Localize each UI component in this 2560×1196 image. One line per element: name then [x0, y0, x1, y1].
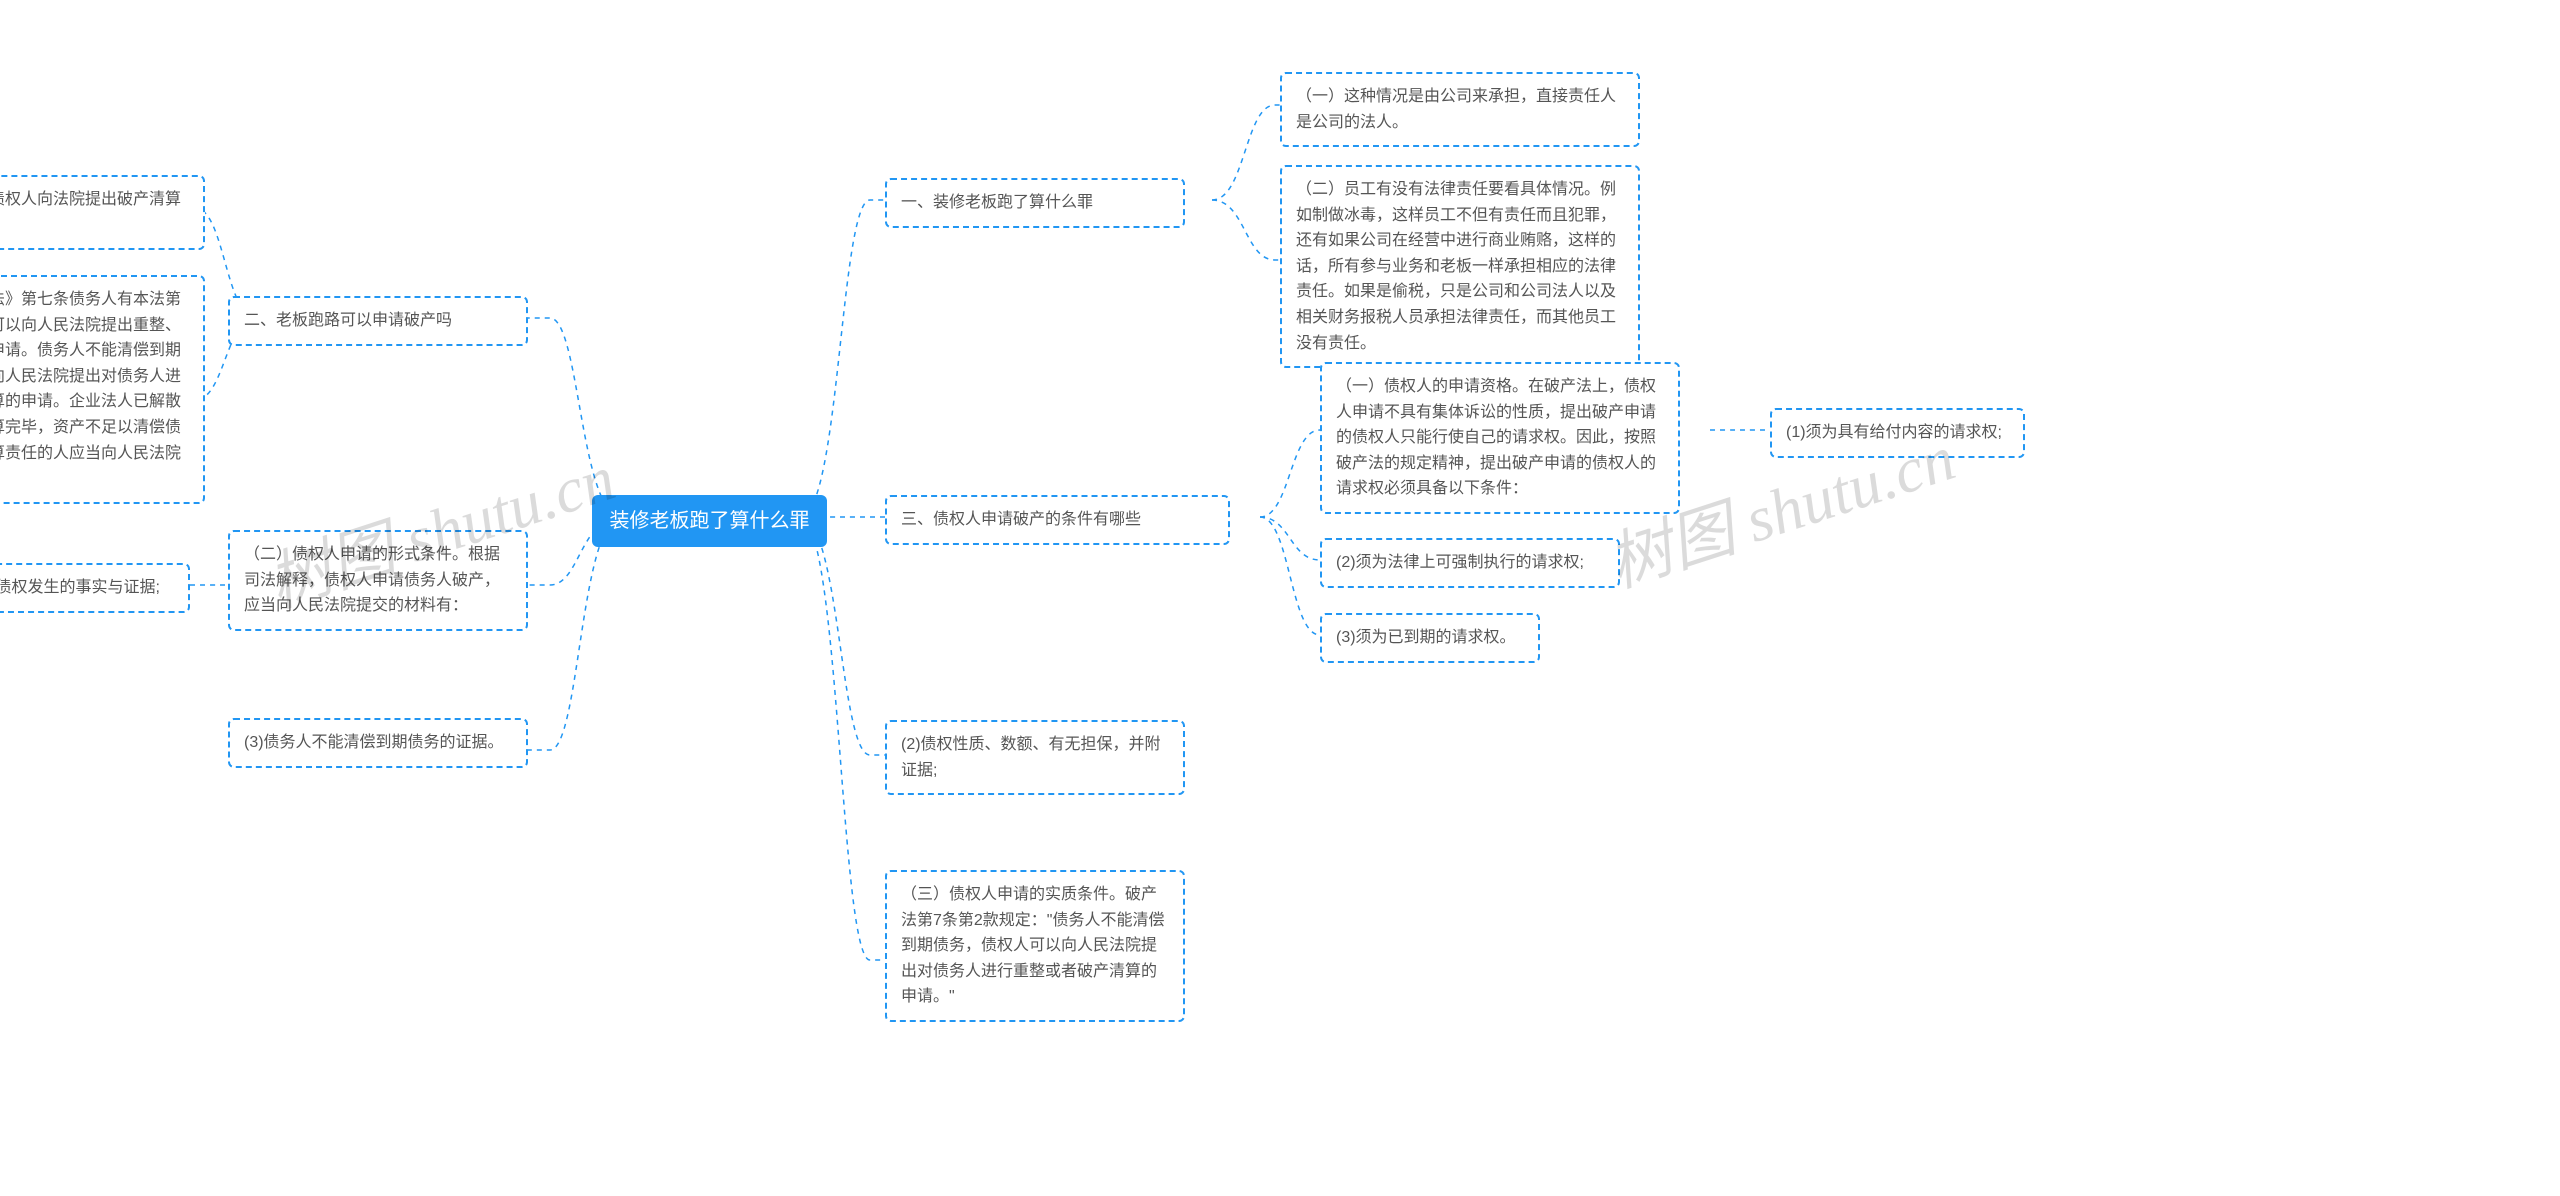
node-section-3: 三、债权人申请破产的条件有哪些 [885, 495, 1230, 545]
node-3-3: (3)须为已到期的请求权。 [1320, 613, 1540, 663]
node-section-1-label: 一、装修老板跑了算什么罪 [901, 194, 1093, 211]
node-1-1-label: （一）这种情况是由公司来承担，直接责任人是公司的法人。 [1296, 88, 1616, 131]
node-right-extra-2: (2)债权性质、数额、有无担保，并附证据; [885, 720, 1185, 795]
node-section-1: 一、装修老板跑了算什么罪 [885, 178, 1185, 228]
node-left-2-label: （二）债权人申请的形式条件。根据司法解释，债权人申请债务人破产，应当向人民法院提… [244, 546, 500, 614]
node-right-extra-2-label: (2)债权性质、数额、有无担保，并附证据; [901, 736, 1161, 779]
node-right-extra-3-label: （三）债权人申请的实质条件。破产法第7条第2款规定："债务人不能清偿到期债务，债… [901, 886, 1164, 1005]
node-section-3-label: 三、债权人申请破产的条件有哪些 [901, 511, 1141, 528]
node-3-3-label: (3)须为已到期的请求权。 [1336, 629, 1516, 646]
node-right-extra-3: （三）债权人申请的实质条件。破产法第7条第2款规定："债务人不能清偿到期债务，债… [885, 870, 1185, 1022]
node-1-2: （二）员工有没有法律责任要看具体情况。例如制做冰毒，这样员工不但有责任而且犯罪，… [1280, 165, 1640, 368]
root-node: 装修老板跑了算什么罪 [592, 495, 827, 547]
node-3-2: (2)须为法律上可强制执行的请求权; [1320, 538, 1620, 588]
node-left-3-label: (3)债务人不能清偿到期债务的证据。 [244, 734, 504, 751]
node-section-2: 二、老板跑路可以申请破产吗 [228, 296, 528, 346]
node-2-1-label: （一）可以，但由债权人向法院提出破产清算申请。 [0, 191, 181, 234]
node-left-2: （二）债权人申请的形式条件。根据司法解释，债权人申请债务人破产，应当向人民法院提… [228, 530, 528, 631]
root-label: 装修老板跑了算什么罪 [610, 510, 810, 532]
node-3-1: （一）债权人的申请资格。在破产法上，债权人申请不具有集体诉讼的性质，提出破产申请… [1320, 362, 1680, 514]
node-section-2-label: 二、老板跑路可以申请破产吗 [244, 312, 452, 329]
node-1-2-label: （二）员工有没有法律责任要看具体情况。例如制做冰毒，这样员工不但有责任而且犯罪，… [1296, 181, 1616, 352]
node-left-2-sub-label: (1)债权发生的事实与证据; [0, 579, 160, 596]
node-3-1-label: （一）债权人的申请资格。在破产法上，债权人申请不具有集体诉讼的性质，提出破产申请… [1336, 378, 1656, 497]
node-3-1-sub: (1)须为具有给付内容的请求权; [1770, 408, 2025, 458]
node-2-2: （二）根据《破产法》第七条债务人有本法第二条规定的情形，可以向人民法院提出重整、… [0, 275, 205, 504]
node-left-2-sub: (1)债权发生的事实与证据; [0, 563, 190, 613]
node-2-2-label: （二）根据《破产法》第七条债务人有本法第二条规定的情形，可以向人民法院提出重整、… [0, 291, 181, 487]
node-3-1-sub-label: (1)须为具有给付内容的请求权; [1786, 424, 2002, 441]
node-left-3: (3)债务人不能清偿到期债务的证据。 [228, 718, 528, 768]
node-3-2-label: (2)须为法律上可强制执行的请求权; [1336, 554, 1584, 571]
node-2-1: （一）可以，但由债权人向法院提出破产清算申请。 [0, 175, 205, 250]
node-1-1: （一）这种情况是由公司来承担，直接责任人是公司的法人。 [1280, 72, 1640, 147]
